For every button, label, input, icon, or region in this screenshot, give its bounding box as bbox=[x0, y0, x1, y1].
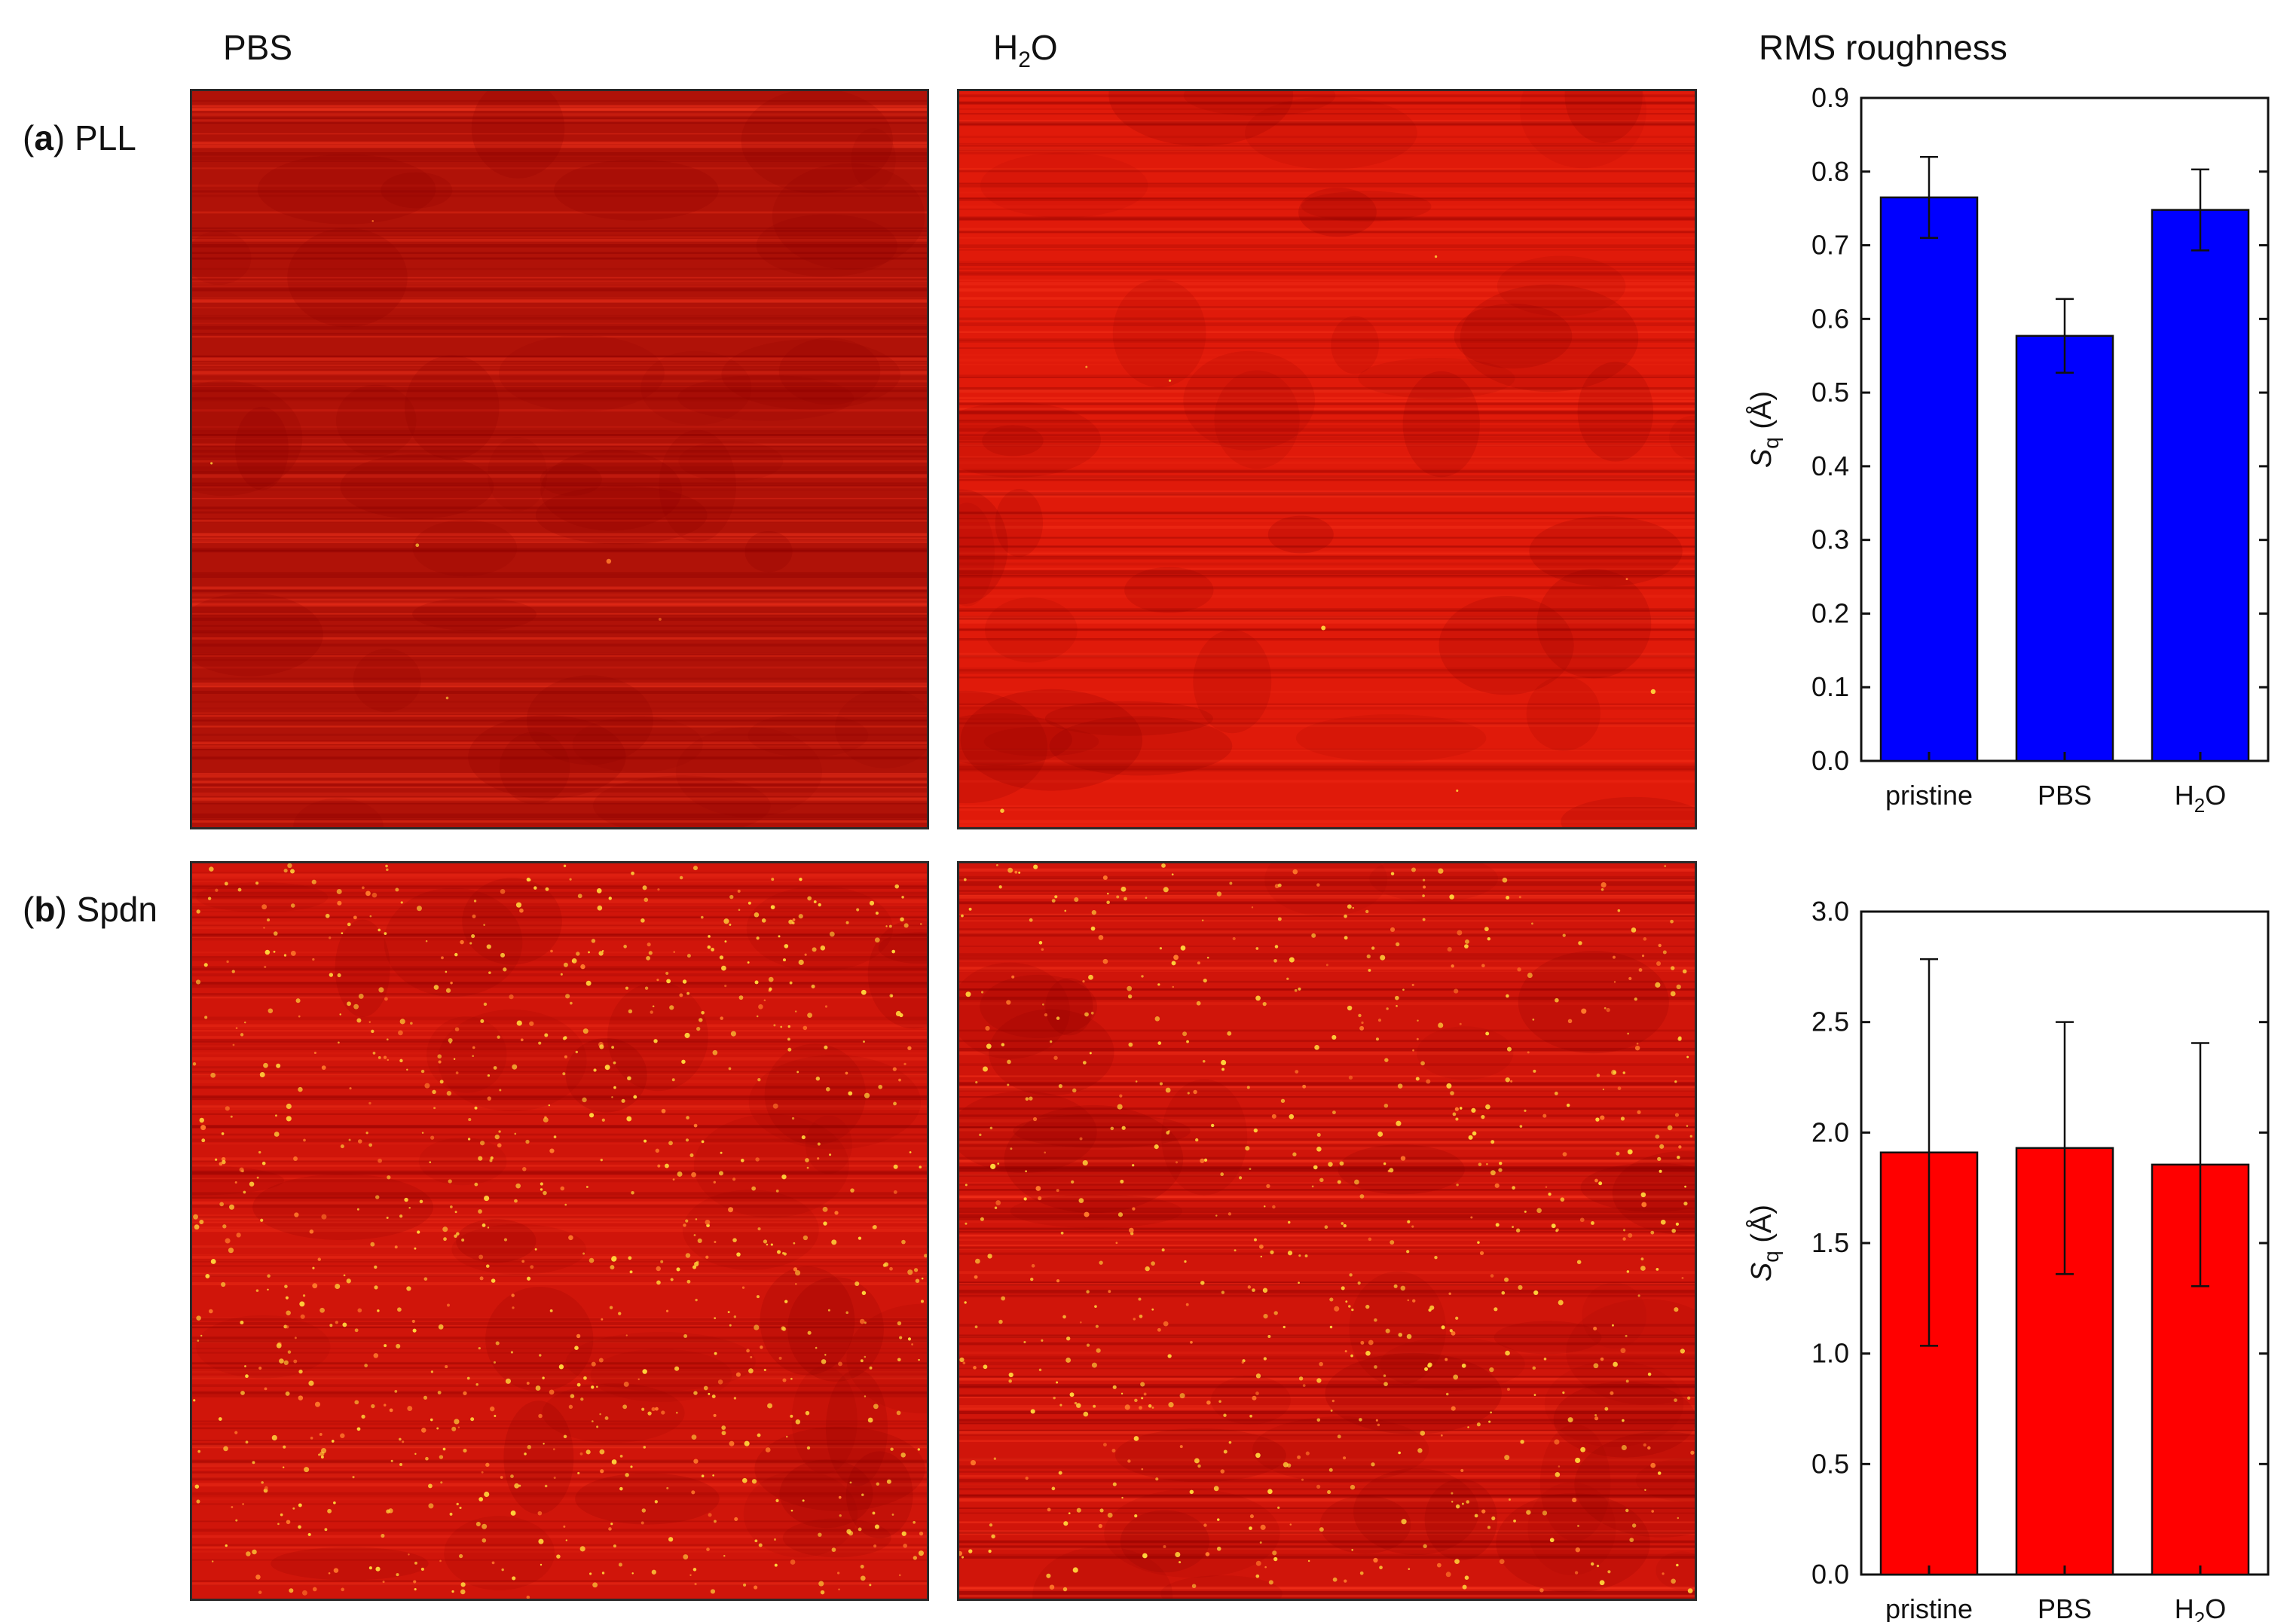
y-tick-label: 0.3 bbox=[1811, 524, 1849, 555]
bar-h2o bbox=[2151, 209, 2250, 762]
y-axis-label: Sq (Å) bbox=[1744, 1205, 1783, 1281]
column-header-rms-roughness: RMS roughness bbox=[1759, 28, 2007, 67]
afm-image-pll-h2o bbox=[957, 89, 1697, 829]
bar-chart-pll-roughness: 0.0 0.1 0.2 0.3 0.4 0.5 0.6 0.7 0.8 0.9 Sq (Å) pris… bbox=[1726, 82, 2283, 851]
y-tick-label: 3.0 bbox=[1811, 896, 1849, 927]
afm-image-pll-pbs bbox=[190, 89, 929, 829]
y-tick-label: 0.0 bbox=[1811, 745, 1849, 776]
y-tick-label: 2.0 bbox=[1811, 1116, 1849, 1147]
y-tick-label: 1.5 bbox=[1811, 1227, 1849, 1258]
y-tick-label: 0.9 bbox=[1811, 82, 1849, 113]
y-tick-label: 2.5 bbox=[1811, 1006, 1849, 1037]
x-tick-label: PBS bbox=[2038, 1593, 2092, 1622]
y-axis-label: Sq (Å) bbox=[1744, 391, 1783, 468]
y-tick-label: 0.2 bbox=[1811, 597, 1849, 628]
row-label-spdn: (b) Spdn bbox=[23, 890, 157, 929]
y-tick-label: 0.5 bbox=[1811, 1448, 1849, 1479]
y-tick-label: 0.1 bbox=[1811, 671, 1849, 702]
bar-pbs bbox=[2015, 334, 2114, 762]
x-tick-label: pristine bbox=[1885, 1593, 1973, 1622]
x-tick-label: PBS bbox=[2038, 780, 2092, 811]
column-header-pbs: PBS bbox=[223, 28, 293, 67]
column-header-h2o: H2O bbox=[993, 28, 1058, 73]
y-tick-label: 0.0 bbox=[1811, 1559, 1849, 1590]
row-label-pll: (a) PLL bbox=[23, 118, 136, 157]
y-tick-label: 0.6 bbox=[1811, 303, 1849, 334]
x-tick-label: pristine bbox=[1885, 780, 1973, 811]
bar-chart-spdn-roughness: 0.0 0.5 1.0 1.5 2.0 2.5 3.0 Sq (Å) pristine PBS H2… bbox=[1726, 874, 2283, 1622]
y-tick-label: 0.7 bbox=[1811, 230, 1849, 261]
x-tick-label: H2O bbox=[2175, 1593, 2226, 1622]
y-tick-label: 1.0 bbox=[1811, 1338, 1849, 1369]
bar-pristine bbox=[1879, 196, 1979, 762]
y-tick-label: 0.4 bbox=[1811, 451, 1849, 481]
y-tick-label: 0.5 bbox=[1811, 377, 1849, 408]
y-tick-label: 0.8 bbox=[1811, 156, 1849, 187]
x-tick-label: H2O bbox=[2175, 780, 2226, 817]
afm-image-spdn-pbs bbox=[190, 861, 929, 1601]
afm-image-spdn-h2o bbox=[957, 861, 1697, 1601]
